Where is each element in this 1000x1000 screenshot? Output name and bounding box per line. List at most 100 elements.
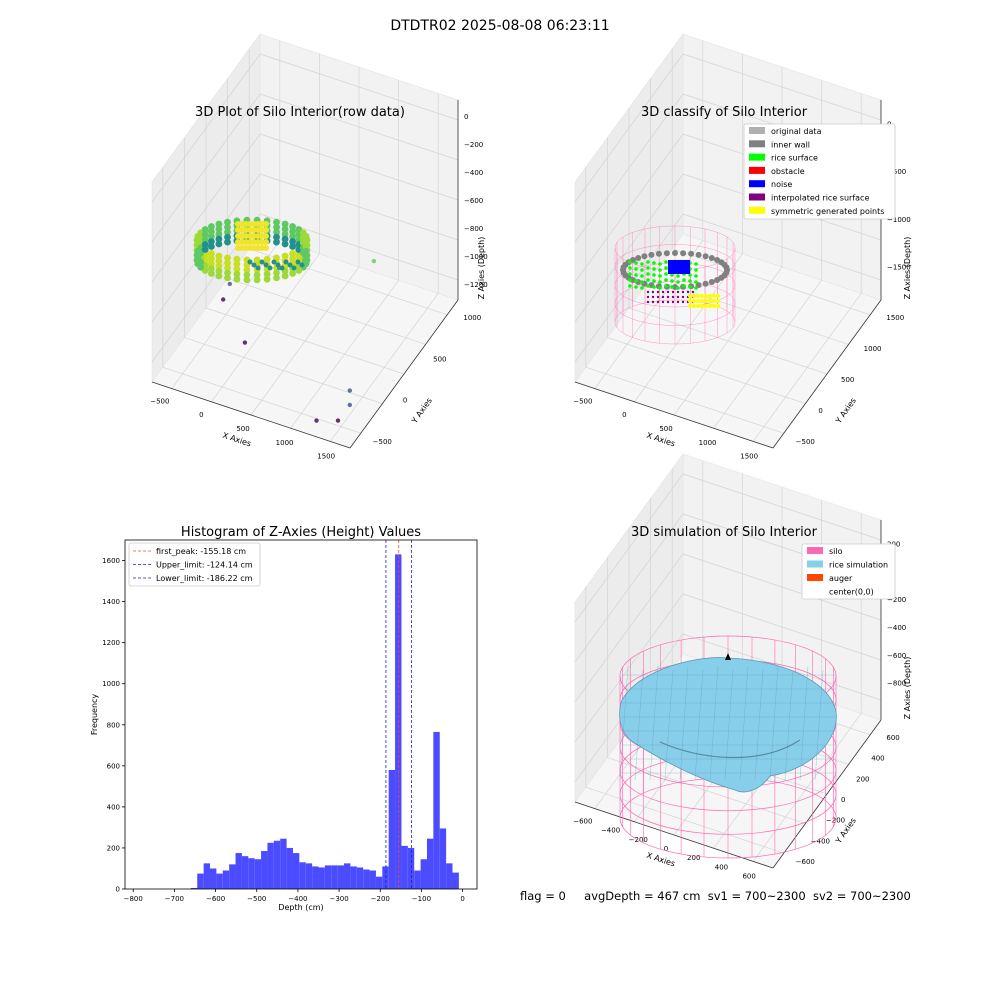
rice-point <box>273 274 280 282</box>
legend-swatch-auger <box>807 574 823 581</box>
interpolated-point <box>686 290 690 294</box>
rice-surface-point <box>652 261 656 265</box>
interpolated-point <box>656 295 660 299</box>
x-tick-label: −500 <box>247 895 266 903</box>
rice-surface-point <box>694 262 698 266</box>
rice-surface-point <box>640 280 644 284</box>
rice-surface-point <box>628 260 632 264</box>
symmetric-point <box>716 304 720 308</box>
interpolated-point <box>646 290 650 294</box>
rice-point <box>273 233 280 241</box>
interpolated-point <box>681 290 685 294</box>
surface-point <box>263 227 269 233</box>
rice-point <box>263 255 271 263</box>
rice-point <box>289 243 296 250</box>
rice-point <box>273 269 280 277</box>
rice-point <box>215 257 223 265</box>
rice-surface-point <box>658 274 662 278</box>
rice-point <box>281 272 289 280</box>
rice-point <box>243 266 251 274</box>
z-tick-label: −1000 <box>887 216 911 224</box>
axis-line <box>151 381 351 449</box>
x-tick-label: 1000 <box>276 439 294 447</box>
surface-point <box>267 265 273 271</box>
legend-label: rice simulation <box>829 561 888 570</box>
rice-surface-point <box>640 262 644 266</box>
rice-surface-point <box>628 278 632 282</box>
histogram-bar <box>363 869 370 889</box>
rice-surface-point <box>676 286 680 290</box>
rice-surface-point <box>670 285 674 289</box>
grid-line <box>290 279 399 429</box>
rice-surface-point <box>664 278 668 282</box>
interpolated-point <box>681 295 685 299</box>
x-axis-label: X Axies <box>645 431 676 449</box>
rice-point <box>281 230 289 238</box>
rice-point <box>201 231 209 238</box>
y-axis-label: Y Axies <box>409 396 434 426</box>
surface-point <box>263 239 269 245</box>
histogram-bar <box>337 865 345 889</box>
rice-surface-point <box>634 279 638 283</box>
y-tick-label: 0 <box>116 886 120 894</box>
rice-point <box>273 254 280 262</box>
surface-mesh-line <box>649 665 659 781</box>
grid-line <box>682 53 882 121</box>
histogram-bar <box>248 858 255 889</box>
rice-surface-point <box>646 284 650 288</box>
rice-point <box>233 255 241 263</box>
x-tick-label: 0 <box>460 895 464 903</box>
z-tick-label: −600 <box>464 197 483 205</box>
grid-line <box>628 307 828 375</box>
histogram-bar <box>452 872 459 889</box>
rice-surface-point <box>670 279 674 283</box>
grid-line <box>151 53 261 203</box>
y-tick-label: −500 <box>373 438 392 446</box>
grid-line <box>151 133 261 283</box>
symmetric-point <box>712 304 716 308</box>
rice-surface-point <box>694 280 698 284</box>
rice-surface-point <box>658 286 662 290</box>
rice-surface-point <box>634 285 638 289</box>
legend-frame <box>743 123 896 220</box>
interpolated-point <box>651 295 655 299</box>
rice-point <box>224 254 231 262</box>
x-tick-label: −500 <box>573 397 592 405</box>
symmetric-point <box>704 304 708 308</box>
rice-point <box>208 265 215 272</box>
rice-point <box>215 225 223 233</box>
inner-wall-point <box>655 250 662 257</box>
symmetric-point <box>700 294 704 298</box>
symmetric-point <box>712 294 716 298</box>
rice-point <box>215 262 223 270</box>
legend: silo rice simulation auger center(0,0) <box>801 543 896 600</box>
y-tick-label: −600 <box>796 858 815 866</box>
rice-surface-point <box>664 284 668 288</box>
surface-point <box>247 259 253 265</box>
axis-line <box>772 719 882 869</box>
rice-surface-point <box>640 274 644 278</box>
x-tick-label: −200 <box>629 836 648 844</box>
y-tick-label: 600 <box>107 762 120 770</box>
x-tick-label: −400 <box>288 895 307 903</box>
legend-label: auger <box>829 574 853 583</box>
legend-label: symmetric generated points <box>771 207 884 216</box>
histogram-bar <box>407 847 415 889</box>
rice-point <box>273 218 280 226</box>
z-tick-label: −800 <box>464 225 483 233</box>
x-tick-label: 1500 <box>740 453 758 461</box>
rice-surface-point <box>628 272 632 276</box>
z-tick-label: −200 <box>464 141 483 149</box>
outlier-point <box>347 402 352 408</box>
rice-point <box>224 259 231 267</box>
x-tick-label: 200 <box>687 854 700 862</box>
y-tick-label: −400 <box>811 837 830 845</box>
histogram-bar <box>305 863 313 889</box>
histogram-bar <box>439 828 447 889</box>
sv1-value: sv1 = 700~2300 <box>707 889 806 903</box>
x-tick-label: −600 <box>206 895 225 903</box>
legend-swatch-noise <box>749 180 765 188</box>
surface-mesh-line <box>664 669 674 781</box>
rice-point <box>273 223 280 231</box>
inner-wall-point <box>708 279 715 285</box>
